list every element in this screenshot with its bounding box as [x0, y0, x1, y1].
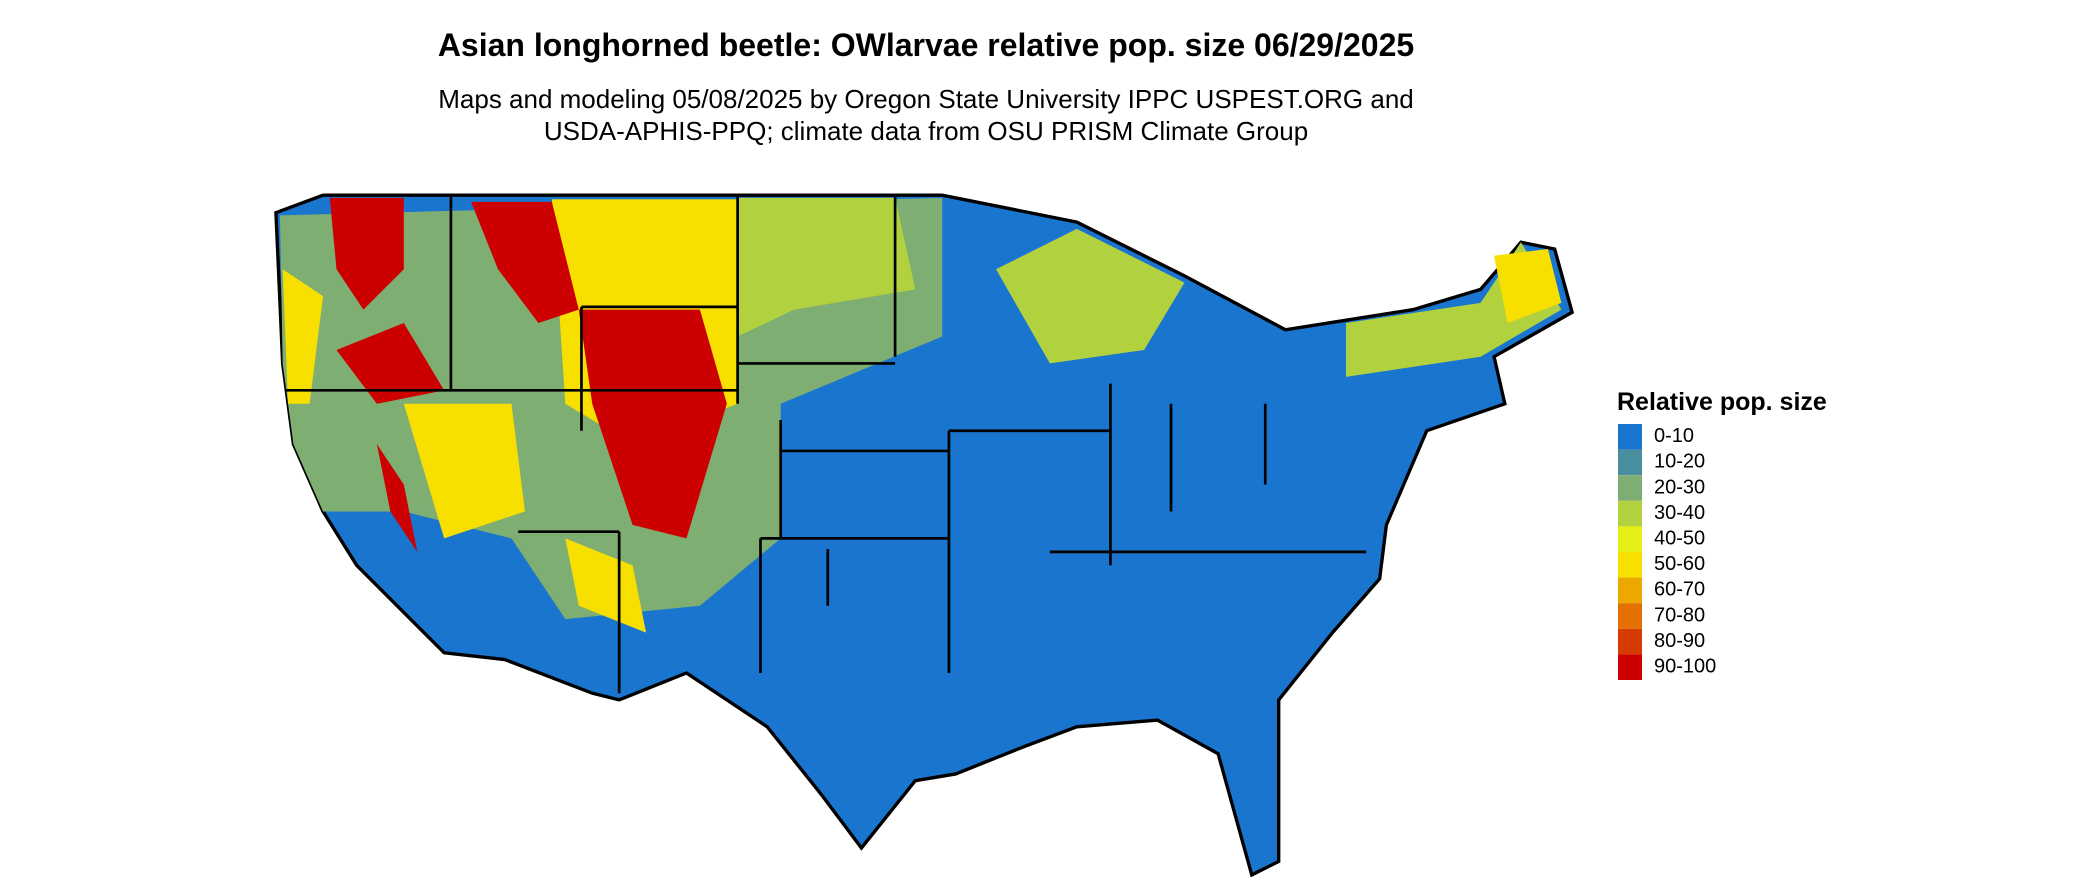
legend-label: 0-10 — [1654, 425, 1694, 447]
title: Asian longhorned beetle: OWlarvae relati… — [438, 27, 1414, 63]
legend-swatch — [1618, 475, 1642, 501]
legend: 0-10 10-20 20-30 30-40 40-50 50-60 60-70 70-80 8… — [1618, 424, 1716, 680]
legend-label: 50-60 — [1654, 553, 1705, 575]
legend-title: Relative pop. size — [1617, 388, 1827, 416]
legend-label: 60-70 — [1654, 579, 1705, 601]
legend-swatch — [1618, 628, 1642, 655]
legend-label: 10-20 — [1654, 451, 1705, 473]
legend-label: 70-80 — [1654, 604, 1705, 626]
subtitle: Maps and modeling 05/08/2025 by Oregon S… — [438, 84, 1414, 114]
legend-swatch — [1618, 654, 1642, 680]
legend-swatch — [1618, 603, 1642, 629]
legend-label: 30-40 — [1654, 502, 1705, 524]
region-30-40 — [737, 197, 1562, 377]
state-borders — [285, 195, 1367, 694]
legend-swatch — [1618, 526, 1642, 552]
region-80-100 — [329, 197, 727, 552]
legend-swatch — [1618, 552, 1642, 578]
legend-label: 80-90 — [1654, 630, 1705, 652]
subtitle: USDA-APHIS-PPQ; climate data from OSU PR… — [544, 116, 1308, 146]
legend-swatch — [1618, 577, 1642, 604]
legend-label: 90-100 — [1654, 655, 1716, 677]
legend-swatch — [1618, 449, 1642, 476]
legend-label: 20-30 — [1654, 476, 1705, 498]
us-map — [274, 193, 1575, 878]
legend-label: 40-50 — [1654, 527, 1705, 549]
legend-swatch — [1618, 500, 1642, 527]
legend-swatch — [1618, 424, 1642, 450]
